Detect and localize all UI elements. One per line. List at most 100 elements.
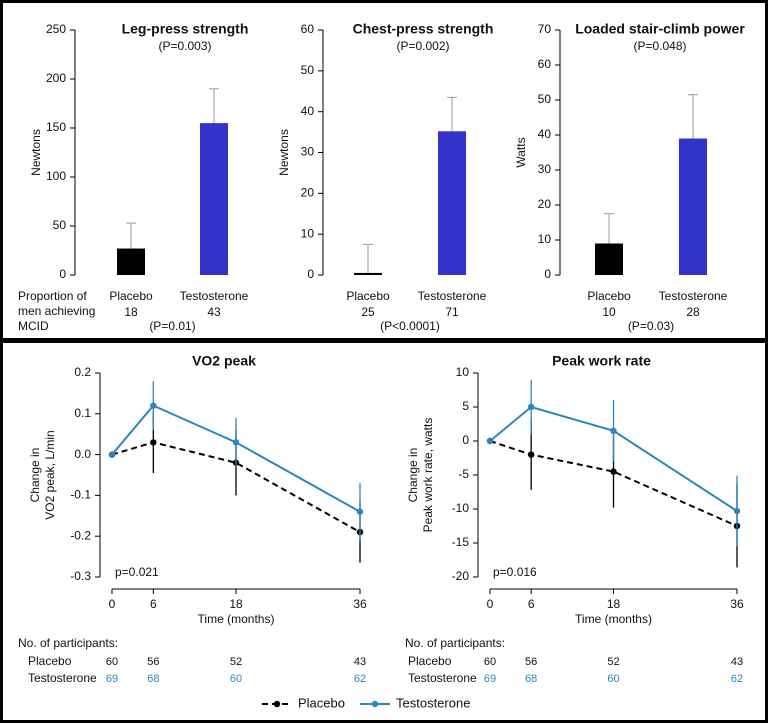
mcid-p-value: (P=0.01) xyxy=(149,319,195,333)
participant-count: 60 xyxy=(106,656,118,668)
y-tick-label: 0.1 xyxy=(74,406,91,420)
series-line xyxy=(111,441,361,533)
x-tick-label: 36 xyxy=(353,597,367,611)
y-axis-label: VO2 peak, L/min xyxy=(43,430,57,519)
y-tick-label: 60 xyxy=(301,22,315,36)
x-axis-label: Time (months) xyxy=(575,612,652,626)
y-tick-label: 250 xyxy=(46,22,66,36)
chart-title: Peak work rate xyxy=(552,353,651,369)
chart-title: Chest-press strength xyxy=(353,21,494,37)
participant-count: 68 xyxy=(525,673,537,685)
chart-title: Loaded stair-climb power xyxy=(575,21,745,37)
point xyxy=(356,508,364,515)
y-tick-label: -0.3 xyxy=(70,569,91,583)
y-tick-label: 60 xyxy=(538,57,552,71)
bar xyxy=(679,138,707,275)
mcid-count: 28 xyxy=(686,305,700,319)
table-row-label: Placebo xyxy=(408,654,452,668)
point xyxy=(150,402,157,409)
y-tick-label: 100 xyxy=(46,169,66,183)
bar xyxy=(595,243,623,275)
mcid-count: 71 xyxy=(445,305,459,319)
point xyxy=(610,468,617,475)
panel-border xyxy=(0,340,768,723)
y-tick-label: 40 xyxy=(538,127,552,141)
y-tick-label: 50 xyxy=(301,63,315,77)
bar xyxy=(438,131,466,275)
mcid-p-value: (P<0.0001) xyxy=(380,319,440,333)
y-tick-label: 30 xyxy=(538,162,552,176)
y-tick-label: 10 xyxy=(538,232,552,246)
x-tick-label: 6 xyxy=(528,597,535,611)
p-value: (P=0.048) xyxy=(633,39,686,53)
legend-marker xyxy=(371,700,379,708)
y-tick-label: 0.2 xyxy=(74,365,91,379)
point xyxy=(527,403,535,411)
y-tick-label: -5 xyxy=(458,467,469,481)
y-tick-label: 0 xyxy=(59,267,66,281)
participant-count: 43 xyxy=(731,656,743,668)
category-label: Testosterone xyxy=(659,289,728,303)
point xyxy=(733,507,741,515)
bar xyxy=(354,272,382,275)
chart-title: Leg-press strength xyxy=(122,21,249,37)
participant-count: 60 xyxy=(484,656,496,668)
mcid-label: Proportion of xyxy=(18,289,87,303)
p-value: (P=0.002) xyxy=(396,39,449,53)
bar xyxy=(200,123,228,275)
y-axis-label: Watts xyxy=(514,137,528,167)
series-line xyxy=(111,404,361,513)
participant-count: 69 xyxy=(106,673,118,685)
y-tick-label: 40 xyxy=(301,104,315,118)
x-tick-label: 18 xyxy=(607,597,621,611)
y-tick-label: -20 xyxy=(452,569,470,583)
point xyxy=(108,451,116,458)
mcid-count: 43 xyxy=(207,305,221,319)
y-tick-label: -0.2 xyxy=(70,528,91,542)
y-tick-label: 200 xyxy=(46,71,66,85)
mcid-count: 25 xyxy=(361,305,375,319)
y-tick-label: 5 xyxy=(462,399,469,413)
panel-border xyxy=(0,0,768,341)
y-axis-label: Peak work rate, watts xyxy=(421,418,435,533)
category-label: Placebo xyxy=(109,289,153,303)
x-tick-label: 6 xyxy=(150,597,157,611)
y-axis-label: Newtons xyxy=(29,129,43,176)
series-line xyxy=(489,405,738,512)
y-tick-label: 10 xyxy=(301,226,315,240)
point xyxy=(232,439,240,446)
legend-label: Testosterone xyxy=(396,695,470,710)
table-title: No. of participants: xyxy=(18,636,118,650)
y-tick-label: -10 xyxy=(452,501,470,515)
mcid-count: 18 xyxy=(124,305,138,319)
y-tick-label: 150 xyxy=(46,120,66,134)
p-value: p=0.016 xyxy=(493,565,537,579)
mcid-label: men achieving xyxy=(18,304,95,318)
participant-count: 43 xyxy=(354,656,366,668)
bar xyxy=(117,248,145,275)
category-label: Testosterone xyxy=(418,289,487,303)
y-tick-label: 0.0 xyxy=(74,447,91,461)
x-tick-label: 18 xyxy=(229,597,243,611)
y-tick-label: -15 xyxy=(452,535,470,549)
participant-count: 56 xyxy=(525,656,537,668)
participant-count: 68 xyxy=(147,673,159,685)
x-tick-label: 36 xyxy=(730,597,744,611)
y-tick-label: 70 xyxy=(538,22,552,36)
category-label: Placebo xyxy=(346,289,390,303)
table-row-label: Testosterone xyxy=(28,671,97,685)
legend-marker xyxy=(273,700,281,708)
chart-title: VO2 peak xyxy=(192,353,256,369)
y-axis-label: Change in xyxy=(406,448,420,503)
x-axis-label: Time (months) xyxy=(198,612,275,626)
mcid-p-value: (P=0.03) xyxy=(628,319,674,333)
y-tick-label: -0.1 xyxy=(70,488,91,502)
p-value: p=0.021 xyxy=(115,565,159,579)
mcid-count: 10 xyxy=(602,305,616,319)
legend-label: Placebo xyxy=(298,695,345,710)
y-tick-label: 0 xyxy=(462,433,469,447)
participant-count: 62 xyxy=(731,673,743,685)
point xyxy=(150,439,157,446)
y-tick-label: 10 xyxy=(456,365,470,379)
